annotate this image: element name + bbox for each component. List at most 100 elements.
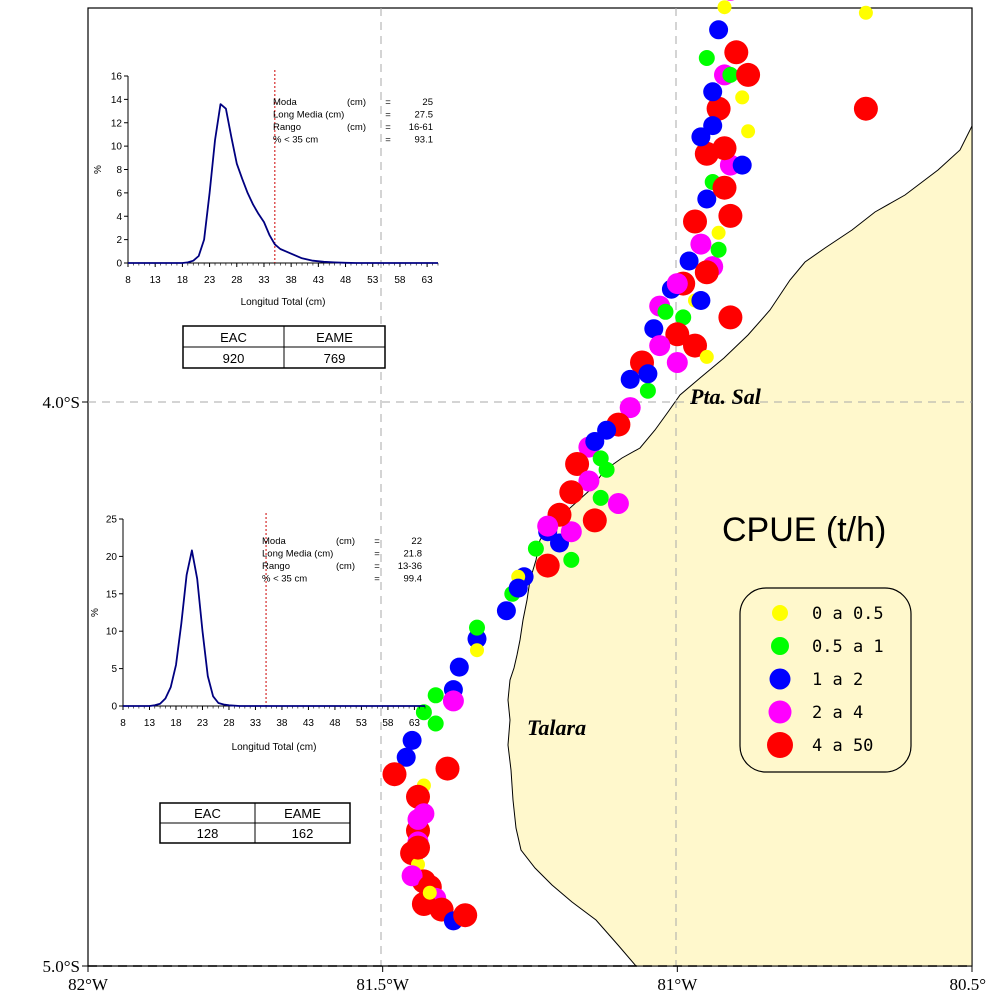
legend-items: 0 a 0.5 0.5 a 1 1 a 2 2 a 4 4 a 50: [767, 604, 884, 758]
cpue-point: [732, 155, 752, 175]
cpue-point: [717, 0, 732, 15]
cpue-point: [638, 364, 658, 384]
stat-value: 16-61: [409, 122, 433, 133]
cpue-point: [718, 305, 743, 330]
stat-value: 25: [422, 97, 433, 108]
cpue-point: [427, 687, 444, 704]
legend-label: 0.5 a 1: [812, 637, 884, 657]
table-header: EAC: [194, 806, 221, 821]
stat-equals: =: [385, 122, 391, 133]
x-tick-label: 23: [197, 718, 209, 729]
x-axis-label: Longitud Total (cm): [241, 297, 326, 308]
cpue-point: [718, 203, 743, 228]
x-tick-label: 38: [286, 275, 298, 286]
x-tick-label: 28: [223, 718, 235, 729]
legend-swatch: [771, 637, 789, 655]
x-tick-label: 33: [258, 275, 270, 286]
cpue-points: [382, 0, 878, 931]
cpue-point: [710, 241, 727, 258]
cpue-point: [406, 784, 430, 809]
table-cell: 769: [324, 351, 346, 366]
stat-value: 93.1: [415, 135, 434, 146]
stat-equals: =: [385, 97, 391, 108]
cpue-point: [711, 225, 726, 240]
stat-unit: (cm): [336, 536, 355, 547]
cpue-point: [427, 715, 444, 732]
place-label-pta-sal: Pta. Sal: [689, 384, 762, 409]
cpue-point: [679, 251, 699, 271]
cpue-point: [402, 730, 422, 750]
x-tick-label: 18: [177, 275, 189, 286]
cpue-point: [578, 470, 600, 492]
cpue-point: [396, 747, 416, 767]
graticule: [88, 8, 972, 966]
cpue-point: [592, 489, 609, 506]
cpue-point: [406, 835, 430, 860]
x-tick-label: 43: [303, 718, 315, 729]
cpue-point: [699, 349, 714, 364]
stat-equals: =: [374, 549, 380, 560]
cpue-point: [726, 0, 735, 1]
stat-value: 21.8: [404, 549, 423, 560]
cpue-point: [422, 885, 437, 900]
x-tick-label: 28: [231, 275, 243, 286]
cpue-point: [690, 233, 712, 255]
x-tick-label: 43: [313, 275, 325, 286]
y-tick-label: 4: [116, 212, 122, 223]
stat-label: % < 35 cm: [262, 574, 307, 585]
cpue-point: [537, 515, 559, 537]
x-tick-label: 48: [329, 718, 341, 729]
y-tick-label: 25: [106, 515, 118, 526]
cpue-point: [675, 309, 692, 326]
legend-label: 4 a 50: [812, 736, 873, 756]
x-tick-label: 8: [120, 718, 126, 729]
length-frequency-line: [128, 103, 438, 264]
legend-swatch: [767, 732, 793, 758]
y-tick-label: 5: [111, 664, 117, 675]
y-tick-label: 15: [106, 589, 118, 600]
cpue-point: [496, 601, 516, 621]
x-tick-label: 13: [150, 275, 162, 286]
stat-label: Long Media (cm): [262, 549, 333, 560]
cpue-point: [722, 66, 739, 83]
cpue-point: [607, 493, 629, 514]
stat-label: Long Media (cm): [273, 110, 344, 121]
legend-box: [739, 587, 912, 773]
cpue-point: [560, 521, 582, 543]
stat-equals: =: [374, 574, 380, 585]
table-header: EAME: [284, 806, 321, 821]
lon-tick-label: 81°W: [657, 975, 698, 994]
x-tick-label: 38: [276, 718, 288, 729]
y-tick-label: 0: [111, 702, 117, 713]
cpue-point: [508, 578, 528, 598]
cpue-point: [736, 62, 761, 87]
cpue-point: [657, 303, 674, 320]
cpue-point: [666, 273, 688, 295]
y-tick-label: 10: [111, 142, 123, 153]
y-tick-label: 6: [116, 188, 122, 199]
y-tick-label: 0: [116, 259, 122, 270]
cpue-point: [644, 319, 664, 339]
cpue-point: [585, 432, 605, 451]
x-tick-label: 23: [204, 275, 216, 286]
legend-label: 1 a 2: [812, 670, 863, 690]
y-tick-label: 2: [116, 235, 122, 246]
latitude-labels: 4.0°S 5.0°S: [42, 393, 972, 976]
cpue-point: [469, 619, 485, 636]
lat-tick-label: 5.0°S: [42, 957, 80, 976]
stat-equals: =: [385, 135, 391, 146]
stat-label: Rango: [273, 122, 301, 133]
x-tick-label: 63: [422, 275, 434, 286]
x-tick-label: 18: [170, 718, 182, 729]
y-axis-label: %: [93, 165, 104, 174]
cpue-point: [620, 369, 640, 389]
cpue-point: [741, 124, 756, 139]
x-tick-label: 58: [394, 275, 406, 286]
cpue-point: [691, 127, 711, 147]
stat-value: 27.5: [415, 110, 434, 121]
longitude-labels: 82°W 81.5°W 81°W 80.5°: [68, 966, 986, 994]
legend-title: CPUE (t/h): [722, 511, 886, 549]
stat-equals: =: [374, 561, 380, 572]
stat-value: 22: [411, 536, 422, 547]
